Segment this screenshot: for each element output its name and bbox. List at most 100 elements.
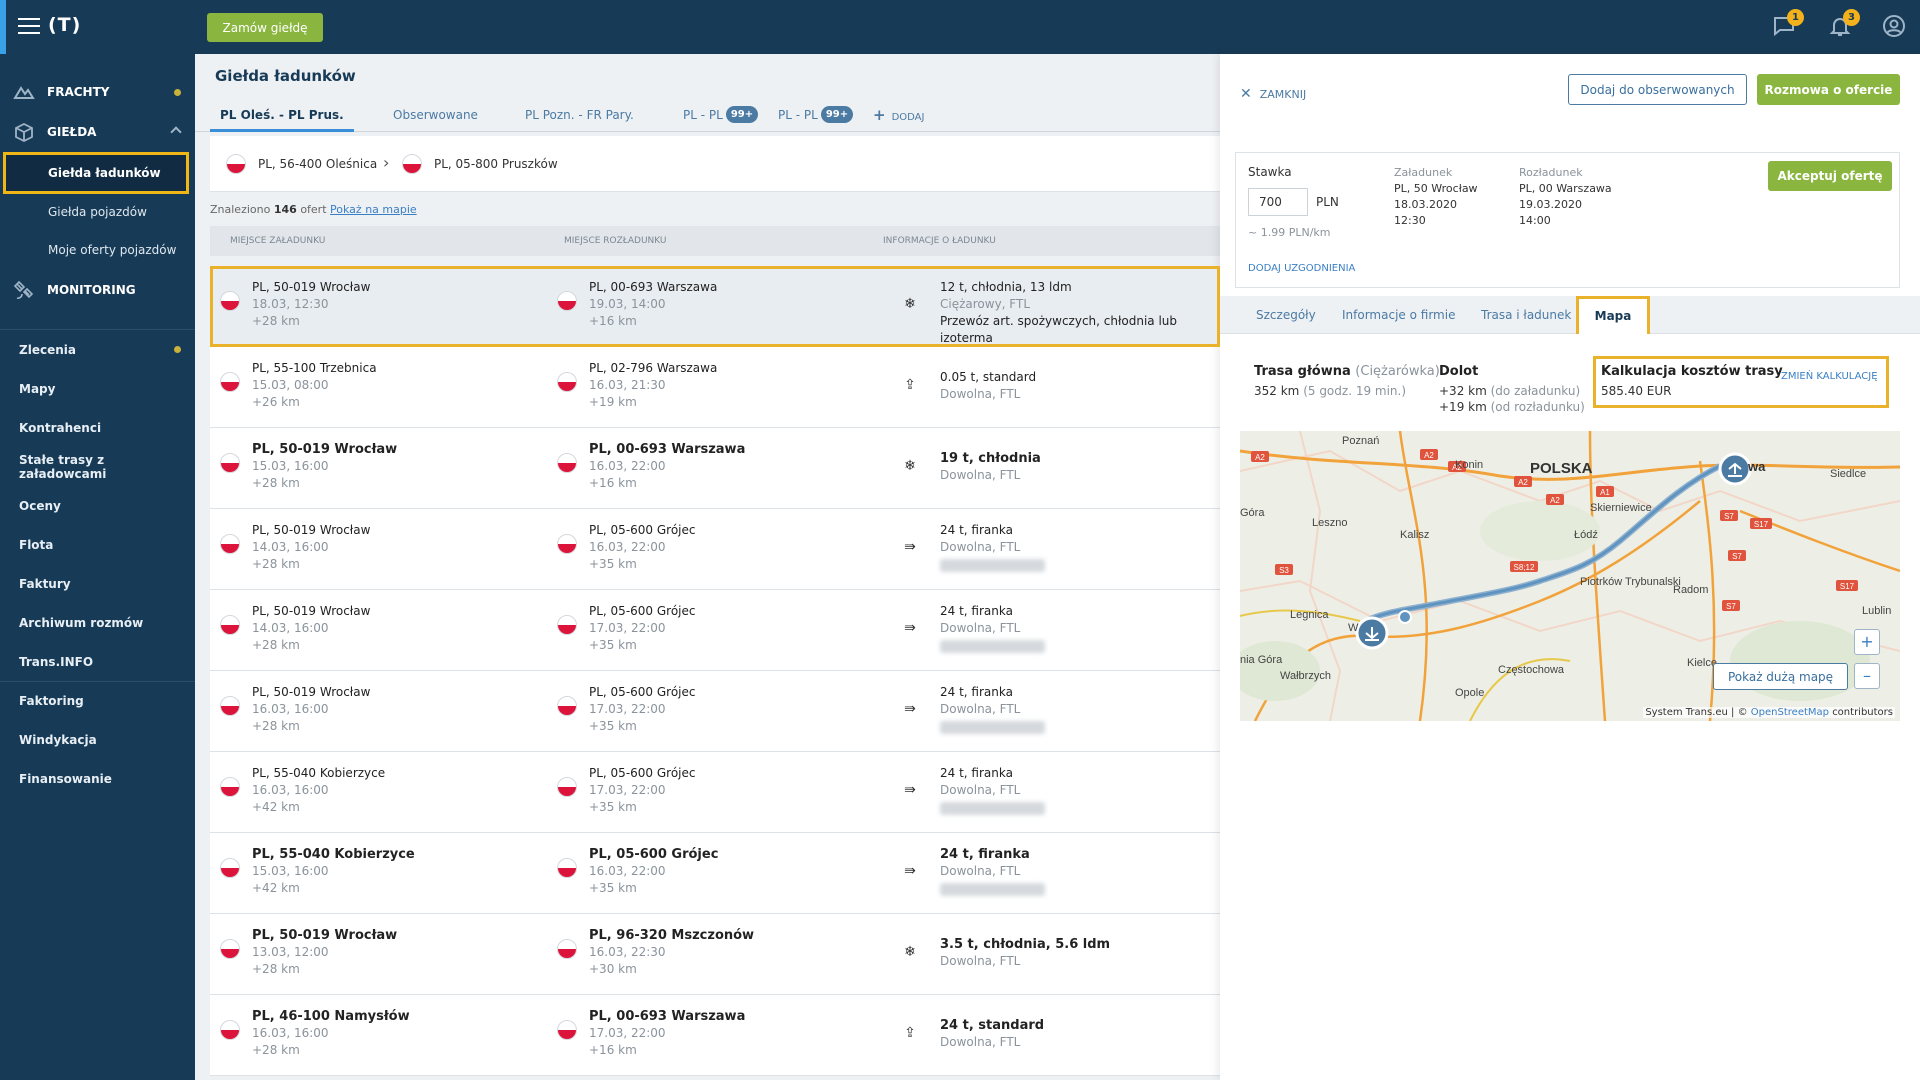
table-row[interactable]: PL, 50-019 Wrocław 14.03, 16:00 +28 km PL, … xyxy=(210,590,1220,671)
loading-place: PL, 50-019 Wrocław xyxy=(252,442,398,457)
add-to-watched-button[interactable]: Dodaj do obserwowanych xyxy=(1568,74,1747,105)
route-map[interactable]: A2 A2 A2 A2 A2 A1 S7 S17 S7 S3 S8;12 S7 … xyxy=(1240,431,1900,721)
sidebar-item-finansowanie[interactable]: Finansowanie xyxy=(19,771,112,786)
tab-trasa-i-ladunek[interactable]: Trasa i ładunek xyxy=(1481,308,1572,322)
table-row[interactable]: PL, 50-019 Wrocław 13.03, 12:00 +28 km PL, … xyxy=(210,914,1220,995)
map-label: A2 xyxy=(1255,453,1265,462)
loading-date: 15.03, 16:00 xyxy=(252,459,329,473)
table-row[interactable]: PL, 46-100 Namysłów 16.03, 16:00 +28 km PL,… xyxy=(210,995,1220,1076)
route-filter[interactable]: PL, 56-400 Oleśnica › PL, 05-800 Pruszkó… xyxy=(210,136,1220,192)
sidebar-item-mapy[interactable]: Mapy xyxy=(19,381,56,396)
loading-distance: +28 km xyxy=(252,314,300,328)
top-bar: (T) Zamów giełdę 1 3 xyxy=(0,0,1920,54)
calc-label: Kalkulacja kosztów trasy xyxy=(1601,364,1783,379)
sidebar-group-label: MONITORING xyxy=(47,283,136,297)
tab-mapa[interactable]: Mapa xyxy=(1576,296,1650,334)
tab-pl-pl-2[interactable]: PL - PL 99+ xyxy=(778,98,854,132)
tab-pozn-pary[interactable]: PL Pozn. - FR Pary. xyxy=(525,108,634,122)
sidebar-item-oceny[interactable]: Oceny xyxy=(19,498,61,513)
main-route-label: Trasa główna xyxy=(1254,364,1351,379)
app-logo[interactable]: (T) xyxy=(48,14,82,36)
unloading-date: 17.03, 22:00 xyxy=(589,621,666,635)
openstreetmap-link[interactable]: OpenStreetMap xyxy=(1750,707,1829,718)
zoom-in-button[interactable]: + xyxy=(1854,629,1880,655)
snowflake-icon: ❄ xyxy=(904,296,916,312)
sidebar-item-stale-trasy[interactable]: Stałe trasy z załadowcami xyxy=(19,452,107,481)
table-row[interactable]: PL, 55-100 Trzebnica 15.03, 08:00 +26 km PL… xyxy=(210,347,1220,428)
map-label: S7 xyxy=(1724,512,1734,521)
table-row[interactable]: PL, 50-019 Wrocław 16.03, 16:00 +28 km PL, … xyxy=(210,671,1220,752)
cargo-info-cell: 12 t, chłodnia, 13 ldm Ciężarowy, FTL Prze… xyxy=(940,279,1220,347)
unloading-place: PL, 00-693 Warszawa xyxy=(589,442,746,457)
page-title: Giełda ładunków xyxy=(215,67,356,85)
poland-flag-icon xyxy=(557,696,577,716)
sidebar-item-flota[interactable]: Flota xyxy=(19,537,54,552)
poland-flag-icon xyxy=(220,453,240,473)
sidebar-item-faktury[interactable]: Faktury xyxy=(19,576,71,591)
table-row[interactable]: PL, 50-019 Wrocław 15.03, 16:00 +28 km PL, … xyxy=(210,428,1220,509)
sidebar-group-gielda[interactable]: GIEŁDA xyxy=(0,116,195,148)
load-marker-icon[interactable] xyxy=(1355,616,1389,650)
sidebar-item-kontrahenci[interactable]: Kontrahenci xyxy=(19,420,102,435)
cargo-type: Dowolna, FTL xyxy=(940,540,1021,554)
sidebar-item-gielda-pojazdow[interactable]: Giełda pojazdów xyxy=(48,205,147,219)
accept-offer-button[interactable]: Akceptuj ofertę xyxy=(1768,161,1892,191)
poland-flag-icon xyxy=(557,372,577,392)
table-row[interactable]: PL, 55-040 Kobierzyce 15.03, 16:00 +42 km P… xyxy=(210,833,1220,914)
loading-cell: PL, 50-019 Wrocław 14.03, 16:00 +28 km xyxy=(220,603,370,654)
order-exchange-button[interactable]: Zamów giełdę xyxy=(207,13,323,42)
tab-szczegoly[interactable]: Szczegóły xyxy=(1256,308,1316,322)
cargo-summary: 3.5 t, chłodnia, 5.6 ldm xyxy=(940,937,1111,952)
sidebar-group-monitoring[interactable]: MONITORING xyxy=(0,274,195,306)
unload-marker-icon[interactable] xyxy=(1718,452,1752,486)
sidebar-item-faktoring[interactable]: Faktoring xyxy=(19,693,84,708)
sidebar-item-moje-oferty-pojazdow[interactable]: Moje oferty pojazdów xyxy=(48,243,177,257)
top-accent xyxy=(0,0,6,54)
loading-date: 16.03, 16:00 xyxy=(252,1026,329,1040)
unloading-cell: PL, 96-320 Mszczonów 16.03, 22:30 +30 km xyxy=(557,927,754,978)
sidebar-divider xyxy=(0,681,195,682)
talk-about-offer-button[interactable]: Rozmowa o ofercie xyxy=(1757,74,1900,105)
user-avatar-icon[interactable] xyxy=(1882,14,1906,38)
tab-ole-prus[interactable]: PL Oleś. - PL Prus. xyxy=(210,98,354,132)
sidebar-item-trans-info[interactable]: Trans.INFO xyxy=(19,654,94,669)
menu-icon[interactable] xyxy=(18,18,40,34)
tab-informacje-o-firmie[interactable]: Informacje o firmie xyxy=(1342,308,1456,322)
cargo-info-cell: 24 t, firanka Dowolna, FTL xyxy=(940,765,1045,820)
notifications-badge: 3 xyxy=(1843,9,1860,26)
tab-pl-pl-1[interactable]: PL - PL 99+ xyxy=(683,98,759,132)
table-row[interactable]: PL, 50-019 Wrocław 18.03, 12:30 +28 km PL, … xyxy=(210,266,1220,347)
map-label: nia Góra xyxy=(1240,654,1283,666)
bell-icon[interactable]: 3 xyxy=(1828,9,1860,38)
poland-flag-icon xyxy=(557,858,577,878)
change-calculation-link[interactable]: ZMIEŃ KALKULACJĘ xyxy=(1781,371,1878,382)
sidebar-item-zlecenia[interactable]: Zlecenia xyxy=(0,330,195,369)
close-button[interactable]: ✕ ZAMKNIJ xyxy=(1240,86,1306,102)
table-row[interactable]: PL, 50-019 Wrocław 14.03, 16:00 +28 km PL, … xyxy=(210,509,1220,590)
add-agreements-link[interactable]: DODAJ UZGODNIENIA xyxy=(1248,263,1356,274)
show-big-map-button[interactable]: Pokaż dużą mapę xyxy=(1713,663,1848,690)
unloading-distance: +35 km xyxy=(589,638,637,652)
map-attribution: System Trans.eu | © OpenStreetMap contri… xyxy=(1643,707,1895,718)
dolot-info: Dolot +32 km (do załadunku) +19 km (od r… xyxy=(1439,364,1585,415)
rate-input[interactable] xyxy=(1248,188,1308,216)
unloading-distance: +16 km xyxy=(589,476,637,490)
results-summary: Znaleziono 146 ofert Pokaż na mapie xyxy=(210,203,417,216)
sidebar-item-archiwum-rozmow[interactable]: Archiwum rozmów xyxy=(19,615,144,630)
sidebar-item-gielda-ladunkow[interactable]: Giełda ładunków xyxy=(3,152,189,194)
unloading-cell: PL, 05-600 Grójec 16.03, 22:00 +35 km xyxy=(557,846,718,897)
map-label: wa xyxy=(1747,459,1766,474)
unloading-date: 17.03, 22:00 xyxy=(589,702,666,716)
show-on-map-link[interactable]: Pokaż na mapie xyxy=(330,203,417,216)
sidebar-group-frachty[interactable]: FRACHTY xyxy=(0,76,195,108)
sidebar-item-windykacja[interactable]: Windykacja xyxy=(19,732,97,747)
poland-flag-icon xyxy=(220,372,240,392)
messages-icon[interactable]: 1 xyxy=(1772,9,1804,38)
cargo-info-cell: 0.05 t, standard Dowolna, FTL xyxy=(940,369,1036,403)
cargo-type: Dowolna, FTL xyxy=(940,621,1021,635)
zoom-out-button[interactable]: – xyxy=(1854,663,1880,689)
table-row[interactable]: PL, 55-040 Kobierzyce 16.03, 16:00 +42 km P… xyxy=(210,752,1220,833)
found-prefix: Znaleziono xyxy=(210,203,271,216)
tab-add[interactable]: + DODAJ xyxy=(873,98,924,132)
tab-obserwowane[interactable]: Obserwowane xyxy=(393,108,478,122)
